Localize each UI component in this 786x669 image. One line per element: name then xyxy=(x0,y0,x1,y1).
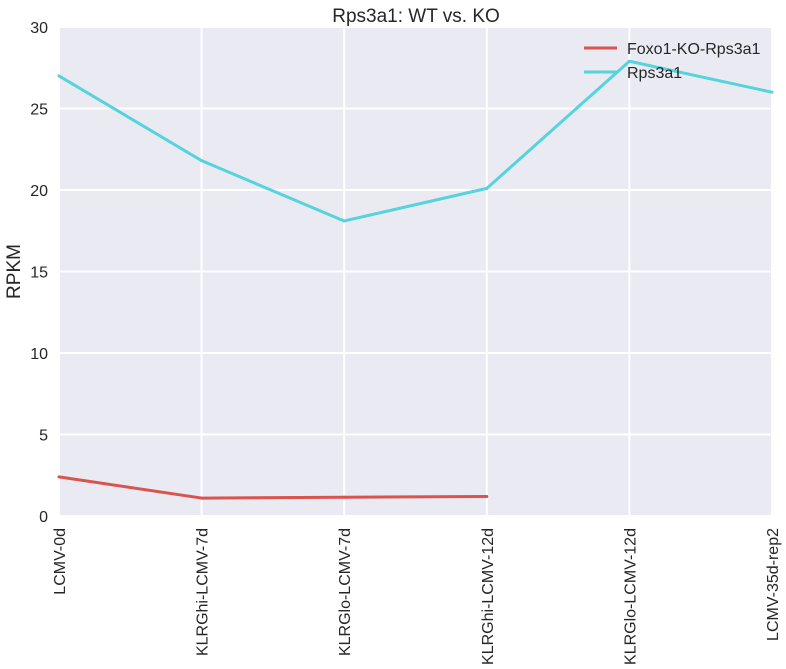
x-tick-label: KLRGlo-LCMV-12d xyxy=(622,528,639,665)
x-axis: LCMV-0d KLRGhi-LCMV-7d KLRGlo-LCMV-7d KLRGh… xyxy=(52,528,782,665)
x-tick-label: KLRGlo-LCMV-7d xyxy=(337,528,354,656)
series-line-0 xyxy=(58,475,487,500)
data-point xyxy=(57,475,61,479)
x-tick-label: LCMV-0d xyxy=(52,528,69,595)
y-tick-label: 30 xyxy=(30,20,48,37)
legend-label: Rps3a1 xyxy=(627,65,682,82)
x-tick-label: LCMV-35d-rep2 xyxy=(765,528,782,641)
y-tick-label: 5 xyxy=(39,428,48,445)
y-tick-label: 20 xyxy=(30,183,48,200)
data-point xyxy=(627,59,631,63)
data-point xyxy=(200,159,204,163)
x-tick-label: KLRGhi-LCMV-7d xyxy=(195,528,212,656)
x-tick-label: KLRGhi-LCMV-12d xyxy=(480,528,497,665)
y-tick-label: 10 xyxy=(30,346,48,363)
data-point xyxy=(485,186,489,190)
y-axis: 0 5 10 15 20 25 30 xyxy=(30,20,48,526)
chart-title: Rps3a1: WT vs. KO xyxy=(332,6,500,27)
y-tick-label: 15 xyxy=(30,265,48,282)
y-axis-label: RPKM xyxy=(4,244,25,299)
data-point xyxy=(485,494,489,498)
y-tick-label: 0 xyxy=(39,509,48,526)
data-point xyxy=(342,219,346,223)
legend-label: Foxo1-KO-Rps3a1 xyxy=(627,41,760,58)
legend: Foxo1-KO-Rps3a1 Rps3a1 xyxy=(584,41,760,82)
data-point xyxy=(770,90,774,94)
series-lines xyxy=(57,59,774,500)
data-point xyxy=(57,74,61,78)
data-point xyxy=(342,495,346,499)
data-point xyxy=(200,496,204,500)
series-line-1 xyxy=(58,59,773,223)
grid-lines xyxy=(58,26,773,517)
y-tick-label: 25 xyxy=(30,102,48,119)
